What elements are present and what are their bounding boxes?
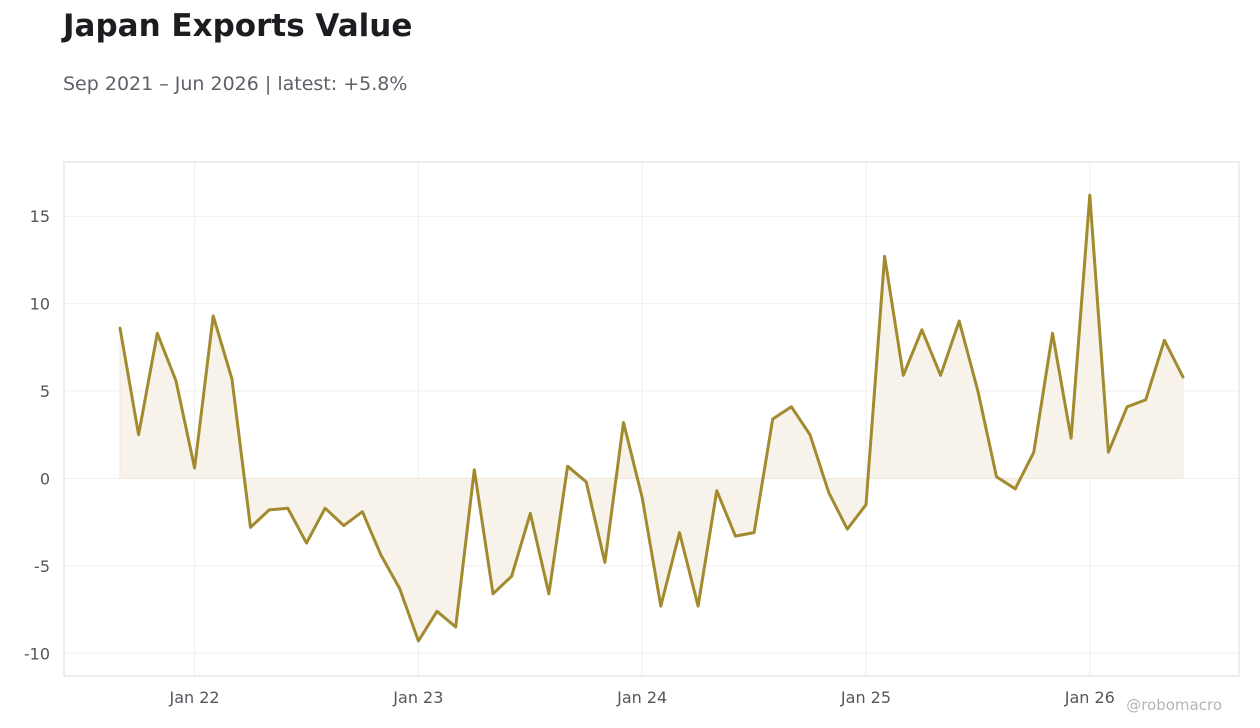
y-tick-label: 10	[30, 295, 50, 314]
y-tick-label: 15	[30, 207, 50, 226]
y-tick-label: 0	[40, 469, 50, 488]
watermark: @robomacro	[1126, 696, 1222, 714]
chart-subtitle: Sep 2021 – Jun 2026 | latest: +5.8%	[63, 73, 408, 95]
x-tick-label: Jan 25	[840, 688, 891, 707]
x-tick-label: Jan 23	[392, 688, 443, 707]
y-axis-labels: -10 -5 0 5 10 15	[24, 207, 50, 663]
x-axis-labels: Jan 22 Jan 23 Jan 24 Jan 25 Jan 26	[169, 688, 1115, 707]
chart-title: Japan Exports Value	[63, 8, 413, 44]
x-tick-label: Jan 24	[616, 688, 667, 707]
plot-frame	[63, 161, 1240, 677]
y-tick-label: -5	[34, 557, 50, 576]
x-tick-label: Jan 26	[1064, 688, 1115, 707]
y-tick-label: -10	[24, 644, 50, 663]
area-fill	[119, 195, 1184, 643]
series-line	[118, 193, 1185, 643]
x-tick-label: Jan 22	[169, 688, 220, 707]
y-tick-label: 5	[40, 382, 50, 401]
